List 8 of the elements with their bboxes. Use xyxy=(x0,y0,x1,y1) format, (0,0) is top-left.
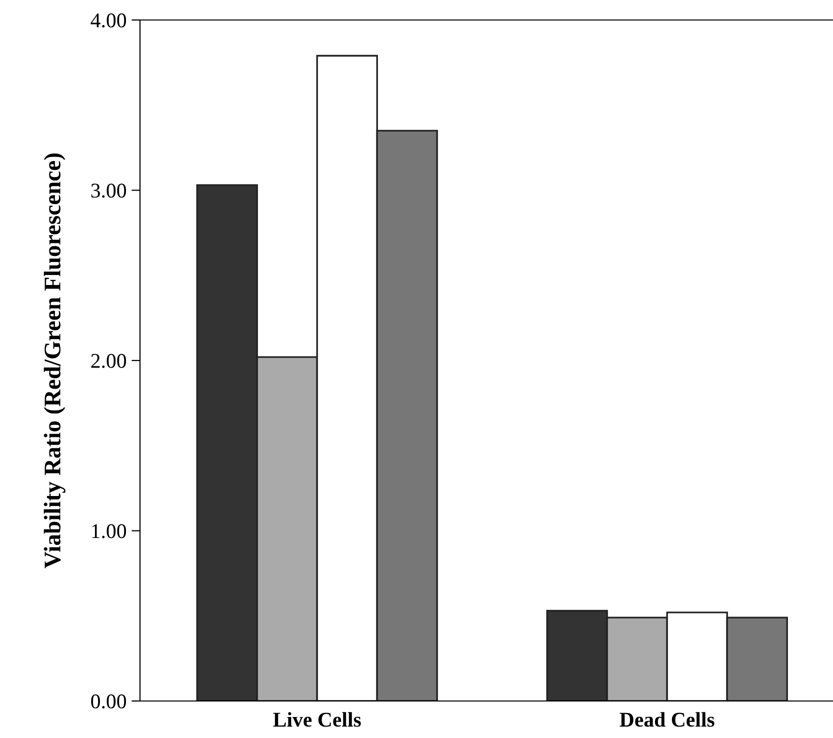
y-axis-title: Viability Ratio (Red/Green Fluorescence) xyxy=(44,154,66,568)
y-tick-label: 1.00 xyxy=(92,524,126,538)
y-tick-label: 4.00 xyxy=(90,13,126,28)
y-tick-label: 2.00 xyxy=(91,354,126,368)
y-tick-label: 0.00 xyxy=(91,694,126,709)
y-tick-label: 3.00 xyxy=(91,184,126,198)
x-tick-label: Dead Cells xyxy=(620,712,714,727)
x-tick-label: Live Cells xyxy=(273,712,361,727)
